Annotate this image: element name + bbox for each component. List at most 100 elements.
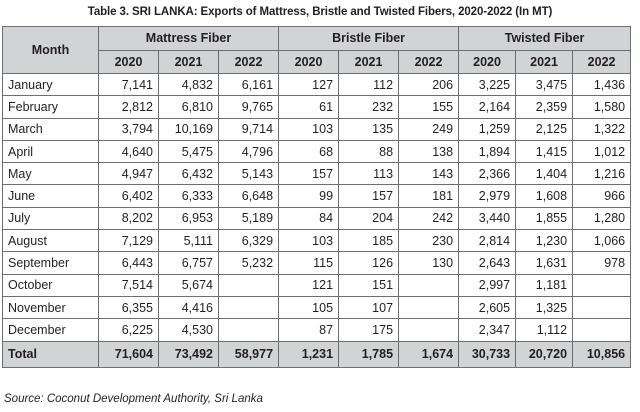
- table-row: August 7,129 5,111 6,329 103 185 230 2,814 1,230…: [2, 229, 632, 253]
- value-cell: 87: [278, 318, 340, 342]
- group-header-twisted: Twisted Fiber: [458, 26, 632, 51]
- value-cell: 6,225: [98, 318, 159, 342]
- value-cell: [398, 273, 460, 297]
- value-cell: 181: [398, 184, 460, 208]
- table-row: October 7,514 5,674 121 151 2,997 1,181: [2, 273, 632, 297]
- year-header: 2020: [458, 49, 517, 74]
- value-cell: 2,164: [458, 95, 517, 119]
- header-row-years: 2020 2021 2022 2020 2021 2022 2020 2021 …: [3, 49, 632, 74]
- total-label: Total: [2, 340, 99, 368]
- value-cell: 1,404: [515, 162, 574, 186]
- value-cell: 151: [338, 273, 400, 297]
- value-cell: 978: [572, 251, 632, 275]
- value-cell: [398, 295, 460, 320]
- value-cell: 6,402: [98, 184, 159, 208]
- value-cell: 4,640: [98, 139, 159, 164]
- value-cell: 10,169: [158, 117, 219, 141]
- table-row: September 6,443 6,757 5,232 115 126 130 2,643 1,…: [2, 251, 632, 275]
- value-cell: 155: [398, 95, 460, 119]
- value-cell: 1,415: [515, 139, 574, 164]
- month-cell: August: [2, 229, 99, 253]
- total-value-cell: 58,977: [217, 340, 280, 368]
- value-cell: 130: [398, 251, 460, 275]
- table-row: December 6,225 4,530 87 175 2,347 1,112: [2, 318, 632, 342]
- table-row: May 4,947 6,432 5,143 157 113 143 2,366 1,404 1,2…: [2, 162, 632, 186]
- value-cell: 4,832: [158, 72, 219, 97]
- year-header: 2022: [572, 49, 632, 74]
- value-cell: 6,953: [158, 206, 219, 231]
- value-cell: [572, 273, 632, 297]
- value-cell: 6,333: [158, 184, 219, 208]
- total-value-cell: 20,720: [515, 340, 574, 368]
- value-cell: 6,648: [217, 184, 280, 208]
- value-cell: 1,325: [515, 295, 574, 320]
- value-cell: 6,161: [217, 72, 280, 97]
- table-row: April 4,640 5,475 4,796 68 88 138 1,894 1,415 1,0…: [2, 139, 632, 164]
- year-header: 2021: [158, 49, 219, 74]
- value-cell: 4,416: [158, 295, 219, 320]
- table-body: January 7,141 4,832 6,161 127 112 206 3,225 3,47…: [2, 72, 632, 368]
- value-cell: 1,181: [515, 273, 574, 297]
- value-cell: 1,894: [458, 139, 517, 164]
- value-cell: 113: [338, 162, 400, 186]
- value-cell: 4,530: [158, 318, 219, 342]
- value-cell: 249: [398, 117, 460, 141]
- value-cell: 157: [278, 162, 340, 186]
- exports-table: Month Mattress Fiber Bristle Fiber Twist…: [2, 26, 632, 368]
- total-value-cell: 30,733: [458, 340, 517, 368]
- month-cell: April: [2, 139, 99, 164]
- value-cell: 204: [338, 206, 400, 231]
- year-header: 2021: [515, 49, 574, 74]
- value-cell: 1,631: [515, 251, 574, 275]
- month-cell: March: [2, 117, 99, 141]
- value-cell: 2,643: [458, 251, 517, 275]
- value-cell: 2,605: [458, 295, 517, 320]
- year-header: 2020: [98, 49, 159, 74]
- value-cell: 5,111: [158, 229, 219, 253]
- month-cell: December: [2, 318, 99, 342]
- value-cell: 2,125: [515, 117, 574, 141]
- value-cell: 105: [278, 295, 340, 320]
- value-cell: 3,440: [458, 206, 517, 231]
- value-cell: 230: [398, 229, 460, 253]
- value-cell: 1,322: [572, 117, 632, 141]
- header-row-groups: Month Mattress Fiber Bristle Fiber Twist…: [2, 26, 632, 74]
- value-cell: 138: [398, 139, 460, 164]
- value-cell: 232: [338, 95, 400, 119]
- group-header-mattress: Mattress Fiber: [97, 26, 280, 51]
- year-header: 2022: [398, 49, 460, 74]
- value-cell: 7,514: [98, 273, 159, 297]
- table-title: Table 3. SRI LANKA: Exports of Mattress,…: [87, 6, 553, 18]
- value-cell: 2,366: [458, 162, 517, 186]
- value-cell: 3,794: [98, 117, 159, 141]
- value-cell: 6,432: [158, 162, 219, 186]
- value-cell: 2,814: [458, 229, 517, 253]
- value-cell: [572, 318, 632, 342]
- value-cell: 1,280: [572, 206, 632, 231]
- total-value-cell: 1,785: [338, 340, 400, 368]
- value-cell: [217, 318, 280, 342]
- value-cell: 127: [278, 72, 340, 97]
- month-cell: October: [2, 273, 99, 297]
- value-cell: 103: [278, 117, 340, 141]
- value-cell: 2,812: [98, 95, 159, 119]
- value-cell: 2,347: [458, 318, 517, 342]
- value-cell: 5,189: [217, 206, 280, 231]
- table-row: February 2,812 6,810 9,765 61 232 155 2,164 2,35…: [2, 95, 632, 119]
- value-cell: 242: [398, 206, 460, 231]
- value-cell: 68: [278, 139, 340, 164]
- value-cell: 1,580: [572, 95, 632, 119]
- value-cell: 1,608: [515, 184, 574, 208]
- value-cell: 107: [338, 295, 400, 320]
- value-cell: 1,855: [515, 206, 574, 231]
- month-cell: February: [2, 95, 99, 119]
- value-cell: 9,714: [217, 117, 280, 141]
- value-cell: 7,129: [98, 229, 159, 253]
- value-cell: 7,141: [98, 72, 159, 97]
- value-cell: 1,112: [515, 318, 574, 342]
- value-cell: [217, 273, 280, 297]
- total-value-cell: 73,492: [158, 340, 219, 368]
- value-cell: 206: [398, 72, 460, 97]
- table-row: July 8,202 6,953 5,189 84 204 242 3,440 1,855 1,2…: [2, 206, 632, 231]
- value-cell: 6,443: [98, 251, 159, 275]
